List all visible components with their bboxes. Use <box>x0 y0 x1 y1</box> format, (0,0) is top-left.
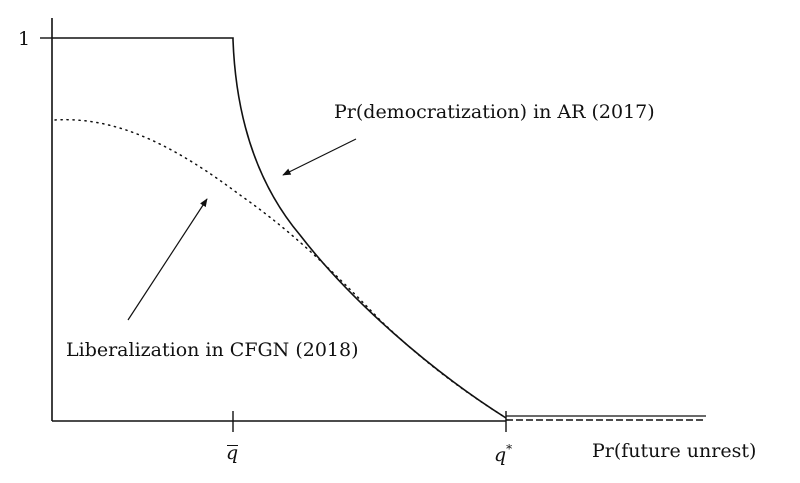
ar-curve <box>52 37 507 419</box>
y-tick-label: 1 <box>18 28 31 50</box>
q-star-superscript: * <box>506 442 513 456</box>
q-star-symbol: q <box>494 444 507 466</box>
ar-annotation: Pr(democratization) in AR (2017) <box>334 101 655 123</box>
cfgn-arrow <box>127 198 208 321</box>
q-star-label: q* <box>494 443 512 465</box>
ar-arrow <box>282 138 357 176</box>
q-bar-label: q <box>226 442 239 464</box>
cfgn-annotation: Liberalization in CFGN (2018) <box>66 339 359 361</box>
x-axis-label: Pr(future unrest) <box>592 440 757 462</box>
cfgn-curve <box>54 118 507 419</box>
q-bar-symbol: q <box>226 442 239 464</box>
